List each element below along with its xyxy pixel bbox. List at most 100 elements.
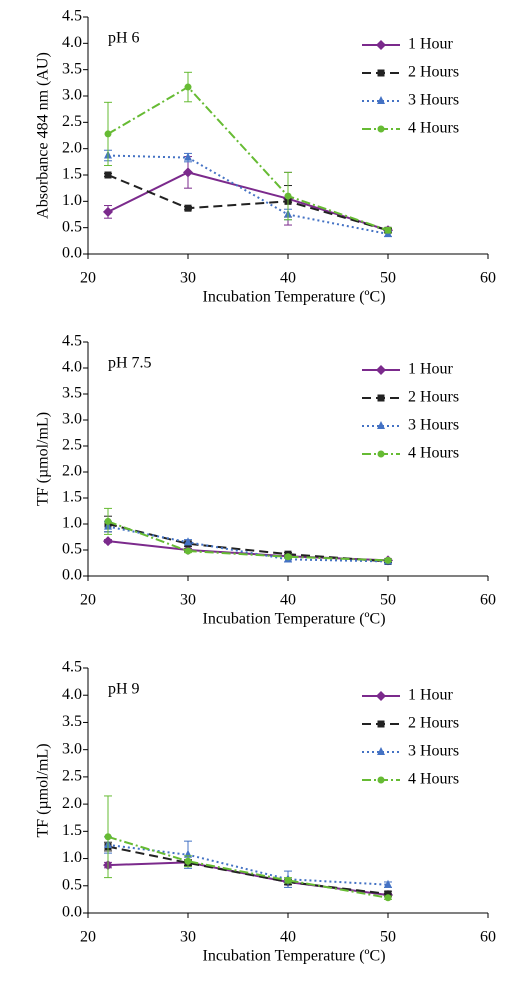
data-point [384, 879, 392, 888]
x-tick-label: 20 [80, 270, 96, 287]
series-line [107, 540, 389, 562]
legend-marker [377, 69, 385, 77]
y-tick-label: 1.0 [62, 849, 82, 866]
y-tick-label: 2.0 [62, 463, 82, 480]
data-point [184, 547, 192, 555]
y-tick-label: 4.0 [62, 34, 82, 51]
series-line [107, 154, 389, 235]
y-tick-label: 3.5 [62, 713, 82, 730]
y-tick-label: 3.0 [62, 87, 82, 104]
y-tick-label: 4.5 [62, 659, 82, 676]
y-tick-label: 3.0 [62, 411, 82, 428]
legend-marker [377, 450, 385, 458]
series-line [107, 845, 389, 895]
data-point [384, 556, 392, 564]
legend-label: 3 Hours [408, 743, 459, 760]
y-tick-label: 1.5 [62, 166, 82, 183]
y-tick-label: 0.0 [62, 245, 82, 262]
data-point [384, 226, 392, 234]
annotation: pH 7.5 [108, 355, 152, 372]
data-point [184, 204, 192, 212]
x-tick-label: 60 [480, 270, 496, 287]
data-point [104, 130, 112, 138]
data-point [104, 517, 112, 525]
data-point [184, 537, 192, 546]
legend-marker [377, 776, 385, 784]
y-tick-label: 1.5 [62, 489, 82, 506]
legend-marker [377, 747, 385, 755]
annotation: pH 6 [108, 30, 140, 47]
legend-label: 4 Hours [408, 120, 459, 137]
legend-label: 2 Hours [408, 64, 459, 81]
y-tick-label: 0.0 [62, 567, 82, 584]
data-point [104, 833, 112, 841]
legend-label: 3 Hours [408, 92, 459, 109]
y-tick-label: 3.0 [62, 740, 82, 757]
data-point [184, 857, 192, 865]
legend-marker [377, 96, 385, 104]
data-point [384, 894, 392, 902]
legend-marker [377, 720, 385, 728]
y-tick-label: 3.5 [62, 385, 82, 402]
y-tick-label: 4.0 [62, 686, 82, 703]
data-point [104, 171, 112, 179]
legend-label: 4 Hours [408, 445, 459, 462]
x-tick-label: 60 [480, 929, 496, 946]
y-axis-title: TF (µmol/mL) [35, 743, 52, 837]
x-tick-label: 40 [280, 592, 296, 609]
data-point [184, 152, 192, 161]
x-tick-label: 60 [480, 592, 496, 609]
y-axis-title: Absorbance 484 nm (AU) [35, 52, 52, 219]
legend-label: 2 Hours [408, 389, 459, 406]
data-point [103, 206, 113, 217]
data-point [284, 192, 292, 200]
series-line [107, 525, 389, 563]
x-tick-label: 30 [180, 929, 196, 946]
legend-label: 4 Hours [408, 771, 459, 788]
series-line [107, 835, 389, 899]
y-tick-label: 0.5 [62, 876, 82, 893]
legend-label: 1 Hour [408, 687, 454, 704]
x-tick-label: 50 [380, 270, 396, 287]
y-tick-label: 4.5 [62, 8, 82, 25]
data-point [183, 167, 193, 178]
y-tick-label: 2.5 [62, 437, 82, 454]
x-tick-label: 50 [380, 592, 396, 609]
x-tick-label: 20 [80, 592, 96, 609]
x-tick-label: 50 [380, 929, 396, 946]
legend-label: 2 Hours [408, 715, 459, 732]
x-axis-title: Incubation Temperature (ºC) [202, 289, 385, 306]
x-tick-label: 20 [80, 929, 96, 946]
x-tick-label: 40 [280, 929, 296, 946]
legend-label: 3 Hours [408, 417, 459, 434]
data-point [384, 890, 392, 898]
series-line [107, 171, 389, 232]
y-tick-label: 2.5 [62, 768, 82, 785]
y-tick-label: 2.5 [62, 113, 82, 130]
data-point [103, 536, 113, 547]
x-tick-label: 30 [180, 592, 196, 609]
y-axis-title: TF (µmol/mL) [35, 412, 52, 506]
annotation: pH 9 [108, 681, 140, 698]
series-line [107, 85, 389, 232]
legend-marker [377, 421, 385, 429]
x-tick-label: 30 [180, 270, 196, 287]
x-axis-title: Incubation Temperature (ºC) [202, 948, 385, 965]
y-tick-label: 2.0 [62, 795, 82, 812]
legend-marker [376, 40, 386, 50]
data-point [184, 83, 192, 91]
legend-marker [376, 365, 386, 375]
y-tick-label: 1.0 [62, 515, 82, 532]
legend-marker [377, 394, 385, 402]
y-tick-label: 1.0 [62, 192, 82, 209]
y-tick-label: 0.5 [62, 541, 82, 558]
series-line [107, 174, 389, 232]
series-line [107, 523, 389, 563]
legend-label: 1 Hour [408, 361, 454, 378]
legend-label: 1 Hour [408, 36, 454, 53]
y-tick-label: 0.0 [62, 904, 82, 921]
series-line [107, 520, 389, 562]
y-tick-label: 2.0 [62, 139, 82, 156]
